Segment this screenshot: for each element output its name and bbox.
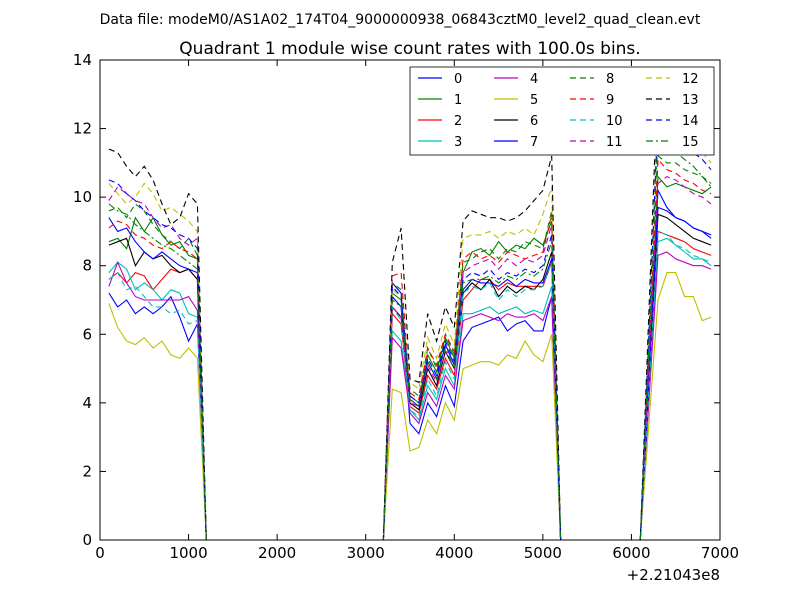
y-tick-label: 4 xyxy=(82,394,92,412)
chart-title: Quadrant 1 module wise count rates with … xyxy=(179,39,640,59)
y-tick-label: 2 xyxy=(82,462,92,480)
x-offset-label: +2.21043e8 xyxy=(627,566,720,584)
x-tick-label: 5000 xyxy=(524,544,562,562)
legend-label-8: 8 xyxy=(606,72,614,87)
legend-label-9: 9 xyxy=(606,93,614,108)
legend-label-3: 3 xyxy=(454,135,462,150)
y-tick-label: 8 xyxy=(82,257,92,275)
legend-label-11: 11 xyxy=(606,135,623,150)
legend-label-6: 6 xyxy=(530,114,538,129)
x-tick-label: 3000 xyxy=(347,544,385,562)
legend-label-12: 12 xyxy=(682,72,699,87)
x-tick-label: 7000 xyxy=(701,544,739,562)
legend-label-15: 15 xyxy=(682,135,699,150)
series-line-11 xyxy=(108,175,712,541)
x-tick-label: 4000 xyxy=(435,544,473,562)
legend-label-14: 14 xyxy=(682,114,699,129)
x-tick-label: 1000 xyxy=(169,544,207,562)
y-tick-label: 10 xyxy=(73,188,92,206)
y-tick-label: 0 xyxy=(82,531,92,549)
y-tick-label: 6 xyxy=(82,325,92,343)
legend-label-1: 1 xyxy=(454,93,462,108)
legend-label-5: 5 xyxy=(530,93,538,108)
legend-label-2: 2 xyxy=(454,114,462,129)
legend-box xyxy=(409,66,715,156)
legend-label-10: 10 xyxy=(606,114,623,129)
legend-label-4: 4 xyxy=(530,72,538,87)
legend-label-0: 0 xyxy=(454,72,462,87)
x-tick-label: 6000 xyxy=(612,544,650,562)
legend-label-7: 7 xyxy=(530,135,538,150)
y-tick-label: 12 xyxy=(73,120,92,138)
x-tick-label: 2000 xyxy=(258,544,296,562)
plot-frame xyxy=(99,59,721,541)
suptitle: Data file: modeM0/AS1A02_174T04_90000009… xyxy=(100,12,701,28)
x-tick-label: 0 xyxy=(95,544,105,562)
legend-label-13: 13 xyxy=(682,93,699,108)
y-tick-label: 14 xyxy=(73,51,92,69)
